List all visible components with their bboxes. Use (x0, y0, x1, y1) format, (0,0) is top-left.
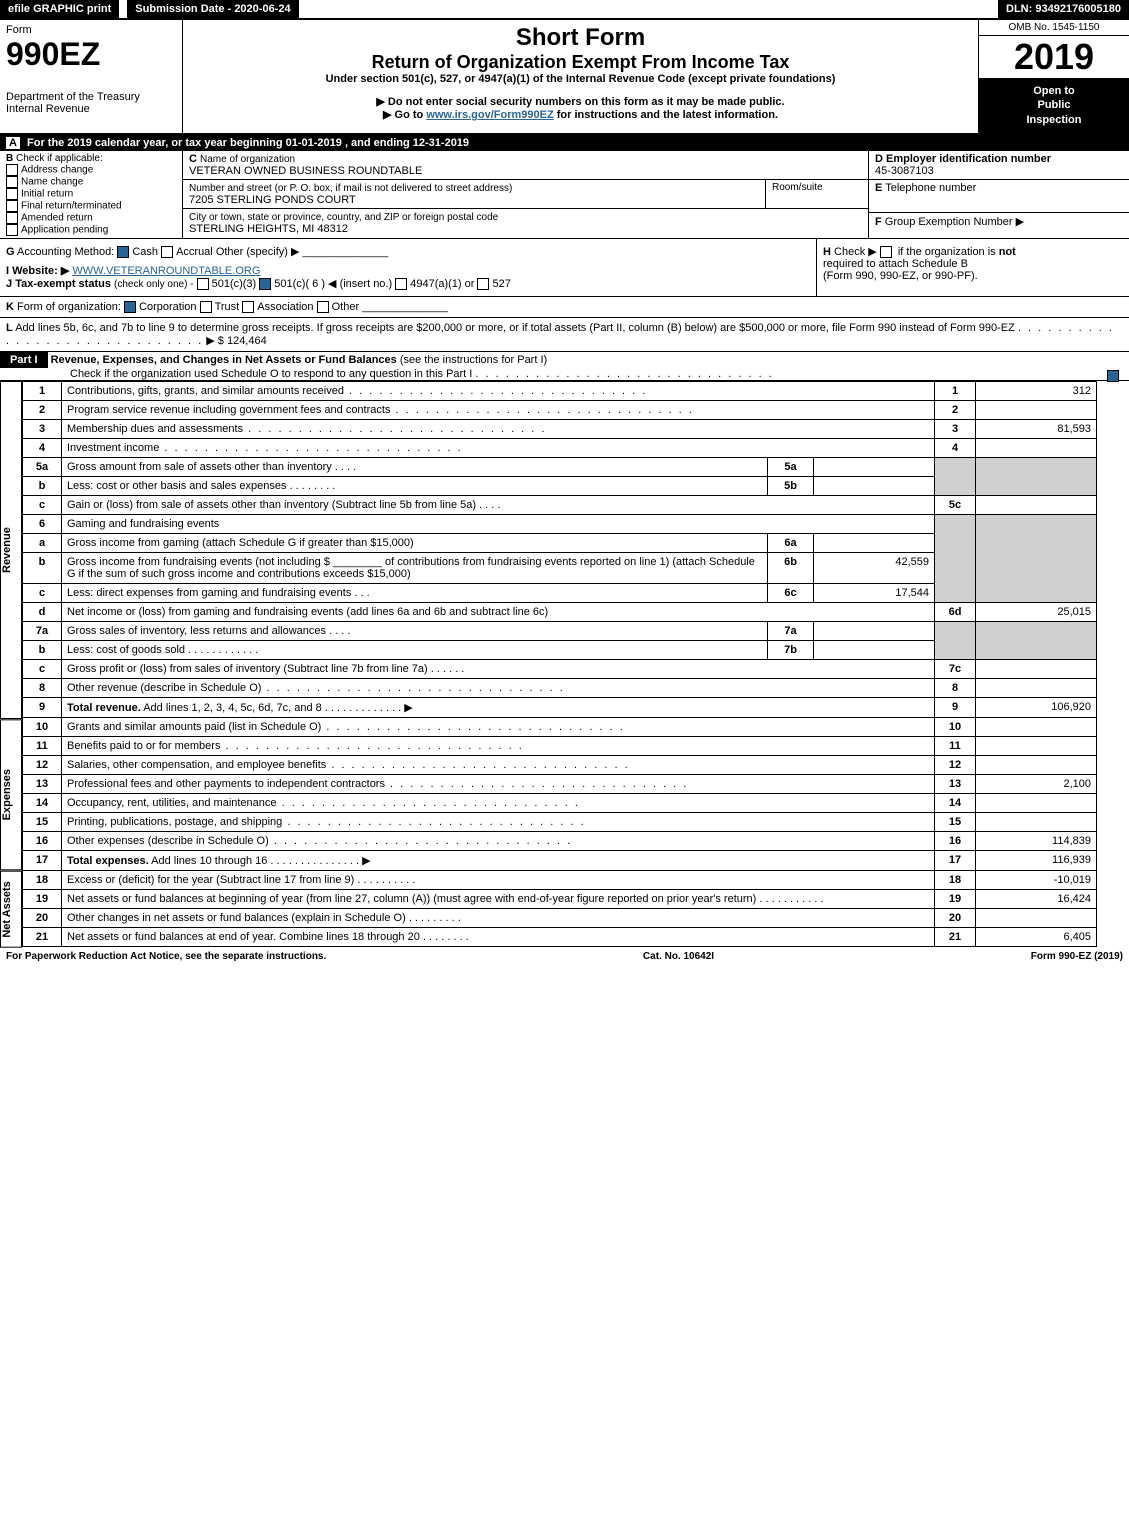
checkbox-501c3[interactable] (197, 278, 209, 290)
section-gh: G Accounting Method: Cash Accrual Other … (0, 239, 1129, 297)
cat-no: Cat. No. 10642I (643, 951, 714, 962)
ein-value: 45-3087103 (875, 165, 934, 177)
netassets-label: Net Assets (0, 871, 22, 948)
checkbox-501c[interactable] (259, 278, 271, 290)
pra-notice: For Paperwork Reduction Act Notice, see … (6, 951, 326, 962)
checkbox-amended-return[interactable] (6, 212, 18, 224)
line-6c-value: 17,544 (814, 584, 935, 603)
tax-year: 2019 (979, 36, 1129, 78)
checkbox-schedule-b[interactable] (880, 246, 892, 258)
line-3-value: 81,593 (976, 420, 1097, 439)
website-link[interactable]: WWW.VETERANROUNDTABLE.ORG (72, 265, 260, 277)
top-bar: efile GRAPHIC print Submission Date - 20… (0, 0, 1129, 20)
checkbox-association[interactable] (242, 301, 254, 313)
checkbox-name-change[interactable] (6, 176, 18, 188)
checkbox-initial-return[interactable] (6, 188, 18, 200)
footer: For Paperwork Reduction Act Notice, see … (0, 947, 1129, 966)
line-6d-value: 25,015 (976, 603, 1097, 622)
goto-post: for instructions and the latest informat… (557, 109, 778, 121)
gross-receipts: $ 124,464 (218, 335, 267, 347)
goto-pre: ▶ Go to (383, 109, 426, 121)
dept-treasury: Department of the Treasury (6, 91, 176, 103)
warning-text: ▶ Do not enter social security numbers o… (189, 95, 972, 108)
line-19-value: 16,424 (976, 890, 1097, 909)
return-title: Return of Organization Exempt From Incom… (189, 52, 972, 73)
form-ref: Form 990-EZ (2019) (1031, 951, 1123, 962)
irs-link[interactable]: www.irs.gov/Form990EZ (426, 109, 553, 121)
checkbox-trust[interactable] (200, 301, 212, 313)
form-label: Form (6, 24, 176, 36)
subtitle: Under section 501(c), 527, or 4947(a)(1)… (189, 73, 972, 85)
dln-label: DLN: 93492176005180 (998, 0, 1129, 18)
section-l: L Add lines 5b, 6c, and 7b to line 9 to … (0, 318, 1129, 352)
checkbox-527[interactable] (477, 278, 489, 290)
line-1-value: 312 (976, 382, 1097, 401)
org-city: STERLING HEIGHTS, MI 48312 (189, 223, 348, 235)
checkbox-final-return[interactable] (6, 200, 18, 212)
line-18-value: -10,019 (976, 871, 1097, 890)
checkbox-other-org[interactable] (317, 301, 329, 313)
checkbox-address-change[interactable] (6, 164, 18, 176)
revenue-label: Revenue (0, 381, 22, 719)
irs-label: Internal Revenue (6, 103, 176, 115)
efile-label: efile GRAPHIC print (0, 0, 119, 18)
submission-date: Submission Date - 2020-06-24 (127, 0, 298, 18)
section-bcd: B Check if applicable: Address change Na… (0, 151, 1129, 239)
room-suite: Room/suite (766, 180, 868, 208)
expenses-label: Expenses (0, 719, 22, 870)
checkbox-4947[interactable] (395, 278, 407, 290)
form-header: Form 990EZ Department of the Treasury In… (0, 20, 1129, 135)
org-street: 7205 STERLING PONDS COURT (189, 194, 356, 206)
section-k: K Form of organization: Corporation Trus… (0, 297, 1129, 318)
line-6b-value: 42,559 (814, 553, 935, 584)
checkbox-schedule-o[interactable] (1107, 370, 1119, 382)
checkbox-accrual[interactable] (161, 246, 173, 258)
section-a-period: A For the 2019 calendar year, or tax yea… (0, 135, 1129, 151)
open-inspection-box: Open to Public Inspection (979, 78, 1129, 133)
line-17-value: 116,939 (976, 851, 1097, 871)
short-form-title: Short Form (189, 24, 972, 52)
form-number: 990EZ (6, 36, 176, 73)
line-9-value: 106,920 (976, 698, 1097, 718)
line-16-value: 114,839 (976, 832, 1097, 851)
part1-header: Part I Revenue, Expenses, and Changes in… (0, 352, 1129, 381)
omb-number: OMB No. 1545-1150 (979, 20, 1129, 36)
line-13-value: 2,100 (976, 775, 1097, 794)
checkbox-corporation[interactable] (124, 301, 136, 313)
org-name: VETERAN OWNED BUSINESS ROUNDTABLE (189, 165, 422, 177)
part1-table: Revenue Expenses Net Assets 1Contributio… (0, 381, 1097, 947)
checkbox-application-pending[interactable] (6, 224, 18, 236)
checkbox-cash[interactable] (117, 246, 129, 258)
line-21-value: 6,405 (976, 928, 1097, 947)
